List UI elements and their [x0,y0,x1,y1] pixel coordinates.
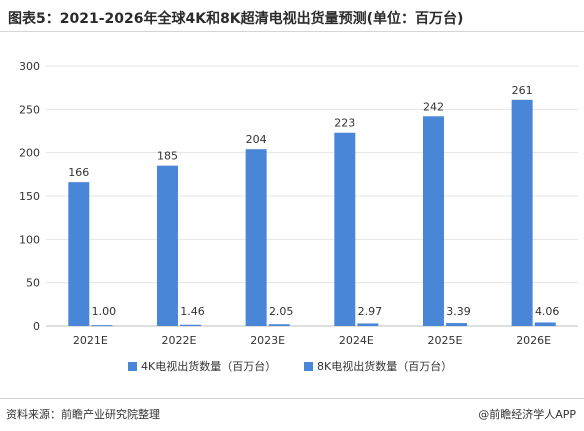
data-label-8k: 1.46 [180,305,205,318]
data-label-8k: 2.97 [358,305,383,318]
gridlines [46,65,578,327]
x-tick-label: 2022E [162,334,197,347]
data-label-4k: 223 [334,117,355,130]
title-divider [0,31,584,32]
y-tick-label: 250 [19,103,40,116]
x-tick-label: 2023E [250,334,285,347]
y-tick-label: 0 [33,320,40,333]
footer-divider [0,398,584,399]
bar-chart: 0 50 100 150 200 250 300 166 1.00 185 1.46 204 2.05… [19,60,578,373]
chart-title: 图表5：2021-2026年全球4K和8K超清电视出货量预测(单位：百万台) [8,11,464,27]
data-label-4k: 185 [157,150,178,163]
bar-8k [446,323,468,326]
legend: 4K电视出货数量（百万台） 8K电视出货数量（百万台） [128,359,452,373]
bar-4k [422,116,444,327]
bar-8k [534,322,556,326]
bar-4k [245,149,267,326]
bar-4k [334,132,356,326]
data-label-4k: 204 [246,133,267,146]
bar-4k [156,165,178,326]
data-labels: 166 1.00 185 1.46 204 2.05 223 2.97 242 3.39 261 4.… [68,84,559,318]
y-tick-label: 300 [19,60,40,73]
x-tick-label: 2021E [73,334,108,347]
bars [68,99,556,327]
y-tick-label: 100 [19,233,40,246]
data-label-8k: 4.06 [535,305,560,318]
bar-8k [91,325,113,327]
legend-label: 4K电视出货数量（百万台） [141,359,276,373]
legend-swatch [128,362,137,371]
y-tick-label: 200 [19,147,40,160]
x-axis-ticks: 2021E 2022E 2023E 2024E 2025E 2026E [73,334,551,347]
y-axis-ticks: 0 50 100 150 200 250 300 [19,60,40,333]
bar-8k [180,324,202,326]
y-tick-label: 50 [26,277,40,290]
data-label-8k: 1.00 [92,305,117,318]
source-note: 资料来源：前瞻产业研究院整理 [6,408,160,421]
x-tick-label: 2026E [516,334,551,347]
legend-swatch [304,362,313,371]
data-label-4k: 242 [423,100,444,113]
bar-4k [68,182,90,326]
x-tick-label: 2024E [339,334,374,347]
bar-4k [511,99,533,326]
data-label-8k: 2.05 [269,305,294,318]
bar-8k [357,323,379,326]
data-label-8k: 3.39 [446,305,471,318]
legend-label: 8K电视出货数量（百万台） [317,359,452,373]
bar-8k [268,324,290,326]
data-label-4k: 166 [68,166,89,179]
data-label-4k: 261 [512,84,533,97]
y-tick-label: 150 [19,190,40,203]
credit-note: @前瞻经济学人APP [478,408,576,421]
x-tick-label: 2025E [428,334,463,347]
